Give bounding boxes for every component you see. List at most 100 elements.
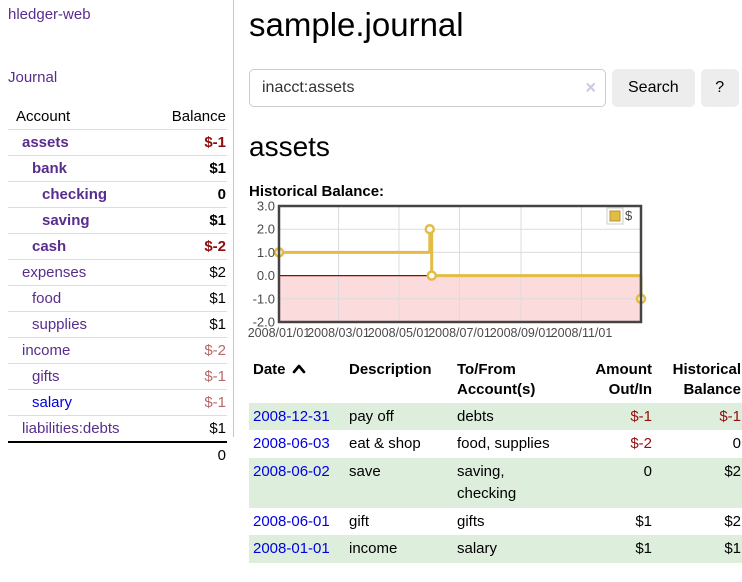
svg-text:-1.0: -1.0 bbox=[253, 291, 275, 306]
chart-label: Historical Balance: bbox=[249, 183, 385, 200]
sidebar-account-link[interactable]: saving bbox=[42, 212, 90, 229]
account-row: bank $1 bbox=[8, 155, 227, 182]
sidebar-account-balance: $1 bbox=[148, 207, 227, 234]
sidebar-account-link[interactable]: bank bbox=[32, 160, 68, 177]
account-row: assets $-1 bbox=[8, 129, 227, 156]
app-layout: hledger-web Journal Account Balance asse… bbox=[0, 0, 742, 563]
svg-text:2008/05/01: 2008/05/01 bbox=[368, 326, 431, 340]
sidebar-account-balance: $1 bbox=[148, 285, 227, 312]
sidebar-account-link[interactable]: income bbox=[22, 342, 71, 359]
sidebar-item-journal[interactable]: Journal bbox=[8, 69, 58, 86]
accounts-total-row: 0 bbox=[8, 441, 227, 468]
search-form: × Search ? bbox=[249, 69, 742, 107]
sidebar-account-link[interactable]: food bbox=[32, 290, 62, 307]
transaction-accounts: gifts bbox=[457, 512, 485, 530]
account-row: food $1 bbox=[8, 285, 227, 312]
help-button[interactable]: ? bbox=[700, 69, 739, 107]
register-header-description[interactable]: Description bbox=[349, 361, 432, 378]
register-row: 2008-06-01 gift gifts $1 $2 bbox=[249, 508, 742, 536]
register-row: 2008-06-02 save saving, checking 0 $2 bbox=[249, 458, 742, 508]
register-header-date[interactable]: Date bbox=[249, 358, 345, 403]
svg-text:2008/07/01: 2008/07/01 bbox=[428, 326, 491, 340]
transaction-date-link[interactable]: 2008-06-02 bbox=[253, 463, 330, 480]
sidebar-account-balance: $-2 bbox=[148, 233, 227, 260]
register-row: 2008-12-31 pay off debts $-1 $-1 bbox=[249, 402, 742, 431]
svg-text:0.0: 0.0 bbox=[257, 268, 275, 283]
sort-asc-icon bbox=[292, 364, 305, 374]
brand-link[interactable]: hledger-web bbox=[8, 6, 91, 23]
account-row: saving $1 bbox=[8, 207, 227, 234]
sidebar-account-link[interactable]: salary bbox=[32, 394, 73, 411]
transaction-accounts: salary bbox=[457, 540, 498, 558]
accounts-total-spacer bbox=[8, 441, 149, 468]
transaction-balance: $2 bbox=[724, 512, 741, 530]
account-row: gifts $-1 bbox=[8, 363, 227, 390]
sidebar-account-link[interactable]: checking bbox=[42, 186, 108, 203]
brand: hledger-web bbox=[8, 6, 227, 23]
transaction-date-link[interactable]: 2008-01-01 bbox=[253, 540, 330, 558]
svg-text:2008/11/01: 2008/11/01 bbox=[551, 326, 613, 340]
svg-text:3.0: 3.0 bbox=[257, 199, 275, 214]
sidebar-account-balance: $-1 bbox=[148, 129, 227, 156]
account-row: cash $-2 bbox=[8, 233, 227, 260]
transaction-amount: 0 bbox=[643, 463, 652, 480]
transaction-date-link[interactable]: 2008-12-31 bbox=[253, 407, 330, 425]
account-row: supplies $1 bbox=[8, 311, 227, 338]
sidebar-account-balance: $-2 bbox=[148, 337, 227, 364]
accounts-header-account: Account bbox=[16, 108, 71, 125]
transaction-amount: $-2 bbox=[630, 435, 652, 453]
main-content: sample.journal × Search ? assets Histori… bbox=[234, 0, 742, 563]
register-header-amount[interactable]: Amount Out/In bbox=[595, 361, 652, 399]
sidebar: hledger-web Journal Account Balance asse… bbox=[0, 0, 234, 468]
transaction-balance: $2 bbox=[724, 463, 741, 480]
transaction-accounts: food, supplies bbox=[457, 435, 550, 453]
register-header-accounts[interactable]: To/From Account(s) bbox=[457, 361, 536, 399]
account-row: income $-2 bbox=[8, 337, 227, 364]
sidebar-account-link[interactable]: supplies bbox=[32, 316, 88, 333]
clear-search-icon[interactable]: × bbox=[585, 77, 596, 98]
svg-text:2008/03/01: 2008/03/01 bbox=[307, 326, 370, 340]
transaction-date-link[interactable]: 2008-06-03 bbox=[253, 435, 330, 453]
transaction-accounts: debts bbox=[457, 407, 494, 425]
sidebar-account-balance: $1 bbox=[148, 155, 227, 182]
transaction-description: save bbox=[349, 463, 381, 480]
transaction-amount: $-1 bbox=[630, 407, 652, 425]
accounts-header-balance: Balance bbox=[171, 108, 226, 125]
search-input-wrap: × bbox=[249, 69, 606, 107]
sidebar-account-link[interactable]: gifts bbox=[32, 368, 60, 385]
transaction-balance: $1 bbox=[724, 540, 741, 558]
sidebar-account-balance: 0 bbox=[148, 181, 227, 208]
account-heading: assets bbox=[249, 131, 330, 162]
register-table: Date Description To/From Account(s) Amou… bbox=[249, 358, 742, 563]
account-row: expenses $2 bbox=[8, 259, 227, 286]
accounts-total-balance: 0 bbox=[148, 441, 227, 468]
accounts-table-body: assets $-1 bank $1 checking 0 saving $1 cash $-2 e… bbox=[8, 129, 227, 442]
svg-text:-2.0: -2.0 bbox=[253, 315, 275, 330]
accounts-table-header-row: Account Balance bbox=[8, 106, 227, 130]
accounts-table: Account Balance assets $-1 bank $1 checking 0… bbox=[8, 106, 227, 468]
svg-text:2008/09/01: 2008/09/01 bbox=[490, 326, 553, 340]
search-input[interactable] bbox=[249, 69, 606, 107]
sidebar-account-link[interactable]: liabilities:debts bbox=[22, 420, 120, 437]
svg-text:$: $ bbox=[625, 208, 633, 223]
transaction-amount: $1 bbox=[635, 512, 652, 530]
transaction-amount: $1 bbox=[635, 540, 652, 558]
sidebar-account-balance: $2 bbox=[148, 259, 227, 286]
register-row: 2008-06-03 eat & shop food, supplies $-2 0 bbox=[249, 430, 742, 458]
register-header-row: Date Description To/From Account(s) Amou… bbox=[249, 358, 742, 403]
transaction-balance: 0 bbox=[732, 435, 741, 453]
transaction-description: income bbox=[349, 540, 398, 558]
sidebar-account-balance: $-1 bbox=[148, 363, 227, 390]
transaction-date-link[interactable]: 2008-06-01 bbox=[253, 512, 330, 530]
search-button[interactable]: Search bbox=[612, 69, 695, 107]
svg-text:2008/01/01: 2008/01/01 bbox=[248, 326, 311, 340]
sidebar-account-link[interactable]: cash bbox=[32, 238, 67, 255]
register-header-balance[interactable]: Historical Balance bbox=[672, 361, 741, 399]
transaction-description: pay off bbox=[349, 407, 394, 425]
transaction-accounts: saving, checking bbox=[457, 463, 517, 502]
sidebar-account-link[interactable]: expenses bbox=[22, 264, 87, 281]
sidebar-account-link[interactable]: assets bbox=[22, 134, 69, 151]
transaction-description: eat & shop bbox=[349, 435, 421, 453]
sidebar-account-balance: $1 bbox=[148, 415, 227, 442]
register-row: 2008-01-01 income salary $1 $1 bbox=[249, 535, 742, 563]
